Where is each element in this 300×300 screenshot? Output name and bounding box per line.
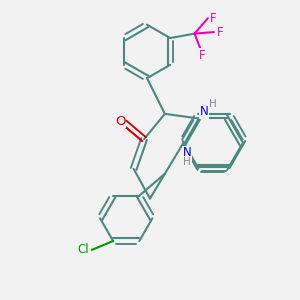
Text: N: N — [200, 105, 208, 118]
Text: H: H — [209, 99, 217, 109]
Text: N: N — [183, 146, 191, 160]
Text: O: O — [115, 115, 125, 128]
Text: Cl: Cl — [77, 243, 88, 256]
Text: F: F — [199, 49, 205, 62]
Text: H: H — [183, 158, 191, 167]
Text: F: F — [217, 26, 223, 39]
Text: F: F — [210, 12, 217, 25]
